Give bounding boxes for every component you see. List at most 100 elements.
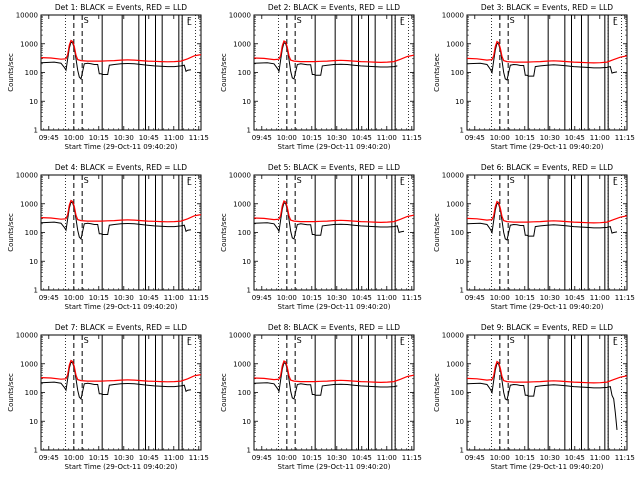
x-tick-label: 09:45	[465, 134, 485, 142]
lld-series-line	[466, 200, 628, 224]
y-tick-label: 100	[238, 69, 251, 77]
y-tick-label: 1	[460, 127, 464, 135]
x-tick-label: 09:45	[39, 294, 59, 302]
x-tick-label: 10:30	[540, 454, 560, 462]
y-axis-label: Counts/sec	[220, 373, 228, 412]
y-axis-label: Counts/sec	[7, 53, 15, 92]
x-tick-label: 09:45	[465, 454, 485, 462]
y-tick-label: 10000	[442, 12, 464, 20]
y-tick-label: 10	[455, 98, 464, 106]
x-axis-label: Start Time (29-Oct-11 09:40:20)	[491, 463, 604, 471]
x-tick-label: 10:45	[352, 454, 372, 462]
panel-det-4: Det 4: BLACK = Events, RED = LLD 1 10 100 10…	[7, 163, 209, 311]
panel-det-2: Det 2: BLACK = Events, RED = LLD 1 10 100 10…	[220, 3, 422, 151]
y-tick-label: 100	[451, 69, 464, 77]
x-axis-label: Start Time (29-Oct-11 09:40:20)	[278, 143, 391, 151]
y-axis-label: Counts/sec	[433, 213, 441, 252]
marker-letter-l: L	[187, 18, 192, 27]
x-tick-label: 11:15	[615, 134, 635, 142]
x-tick-label: 09:45	[252, 134, 272, 142]
x-tick-label: 11:00	[377, 454, 397, 462]
y-tick-label: 1000	[233, 360, 251, 368]
marker-letter-l: L	[400, 178, 405, 187]
x-tick-label: 10:00	[277, 134, 297, 142]
x-tick-label: 09:45	[39, 134, 59, 142]
y-tick-label: 1	[247, 447, 251, 455]
lld-series-line	[40, 39, 202, 63]
x-tick-label: 10:00	[490, 134, 510, 142]
plot-frame	[253, 174, 415, 291]
events-series-line	[466, 42, 618, 81]
x-tick-label: 10:00	[490, 454, 510, 462]
x-tick-label: 11:15	[189, 294, 209, 302]
marker-letter-l: L	[400, 18, 405, 27]
y-axis-label: Counts/sec	[7, 213, 15, 252]
x-tick-label: 11:00	[164, 294, 184, 302]
y-tick-label: 1000	[20, 200, 38, 208]
plot-frame	[253, 14, 415, 131]
y-tick-label: 10	[29, 258, 38, 266]
y-tick-label: 1000	[446, 200, 464, 208]
plot-frame	[466, 334, 628, 451]
x-tick-label: 10:45	[139, 134, 159, 142]
panel-title: Det 9: BLACK = Events, RED = LLD	[481, 323, 613, 332]
x-tick-label: 11:00	[377, 134, 397, 142]
plot-frame	[40, 174, 202, 291]
x-tick-label: 10:15	[89, 454, 109, 462]
x-tick-label: 09:45	[252, 294, 272, 302]
marker-letter-f: F	[400, 336, 405, 345]
x-tick-label: 10:45	[139, 454, 159, 462]
x-tick-label: 11:15	[402, 454, 422, 462]
x-tick-label: 09:45	[252, 454, 272, 462]
x-tick-label: 11:15	[615, 454, 635, 462]
marker-letter-s: S	[297, 16, 302, 25]
y-tick-label: 100	[25, 69, 38, 77]
x-tick-label: 10:45	[352, 294, 372, 302]
events-series-line	[40, 361, 192, 400]
panel-title: Det 2: BLACK = Events, RED = LLD	[268, 3, 400, 12]
marker-letter-s: S	[297, 336, 302, 345]
y-axis-label: Counts/sec	[220, 213, 228, 252]
marker-letter-s: S	[84, 176, 89, 185]
y-tick-label: 10	[242, 98, 251, 106]
x-tick-label: 10:45	[565, 294, 585, 302]
y-tick-label: 10000	[442, 172, 464, 180]
x-tick-label: 11:15	[402, 134, 422, 142]
y-axis-label: Counts/sec	[220, 53, 228, 92]
events-series-line	[466, 362, 618, 430]
plot-frame	[40, 14, 202, 131]
lld-series-line	[466, 360, 628, 384]
x-tick-label: 10:30	[327, 294, 347, 302]
y-tick-label: 1000	[20, 40, 38, 48]
lld-series-line	[40, 359, 202, 383]
y-tick-label: 100	[238, 389, 251, 397]
y-tick-label: 1	[460, 287, 464, 295]
x-tick-label: 10:00	[277, 454, 297, 462]
y-tick-label: 1	[34, 447, 38, 455]
x-axis-label: Start Time (29-Oct-11 09:40:20)	[278, 463, 391, 471]
y-tick-label: 100	[238, 229, 251, 237]
x-tick-label: 10:15	[515, 454, 535, 462]
x-tick-label: 10:00	[64, 454, 84, 462]
x-tick-label: 11:00	[590, 134, 610, 142]
marker-letter-f: F	[613, 336, 618, 345]
panel-det-6: Det 6: BLACK = Events, RED = LLD 1 10 100 10…	[433, 163, 635, 311]
y-tick-label: 1000	[446, 40, 464, 48]
panel-title: Det 8: BLACK = Events, RED = LLD	[268, 323, 400, 332]
x-tick-label: 10:30	[540, 134, 560, 142]
plot-frame	[466, 14, 628, 131]
x-tick-label: 11:00	[590, 294, 610, 302]
y-tick-label: 10	[29, 418, 38, 426]
marker-letter-l: L	[187, 178, 192, 187]
marker-letter-f: F	[400, 176, 405, 185]
x-tick-label: 10:30	[114, 454, 134, 462]
lld-series-line	[40, 199, 202, 223]
x-tick-label: 10:00	[277, 294, 297, 302]
y-tick-label: 10	[455, 258, 464, 266]
x-tick-label: 11:00	[164, 134, 184, 142]
y-tick-label: 100	[25, 389, 38, 397]
y-tick-label: 10000	[16, 12, 38, 20]
x-tick-label: 10:45	[139, 294, 159, 302]
marker-letter-f: F	[400, 16, 405, 25]
